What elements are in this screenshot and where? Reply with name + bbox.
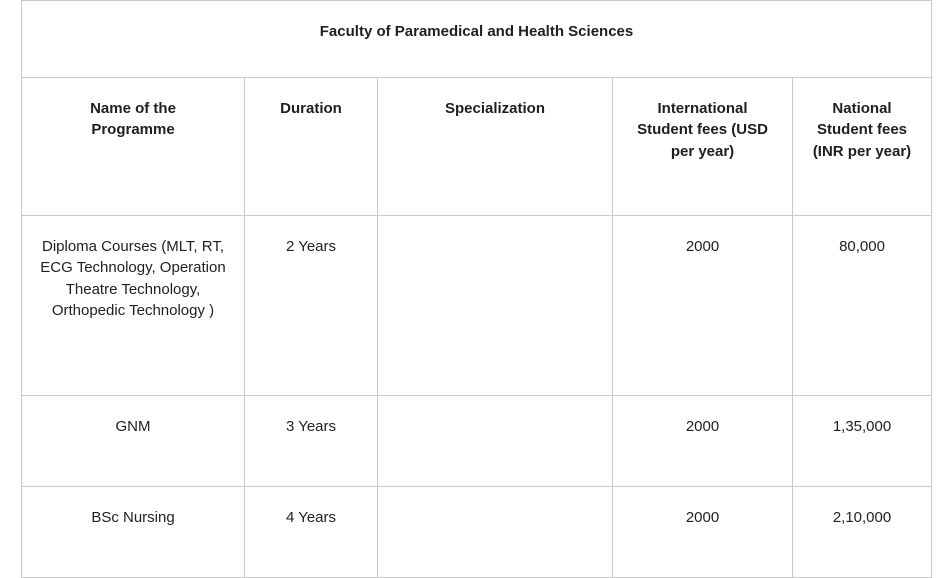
column-header-programme-line1: Name of the [90,100,176,117]
column-header-national-line2: Student fees [817,121,908,139]
cell-specialization [377,215,613,396]
cell-national-fees: 1,35,000 [791,395,933,487]
cell-duration: 3 Years [244,395,378,487]
cell-national-fees: 2,10,000 [791,486,933,578]
programme-fee-table: Faculty of Paramedical and Health Scienc… [20,0,933,578]
faculty-title: Faculty of Paramedical and Health Scienc… [20,0,933,78]
column-header-duration: Duration [244,77,378,216]
cell-programme: GNM [21,395,245,487]
column-header-national-line3: (INR per year) [812,142,912,160]
cell-programme: BSc Nursing [21,486,245,578]
page-root: Faculty of Paramedical and Health Scienc… [20,0,933,578]
cell-specialization [377,395,613,487]
column-header-programme: Name of the Programme [21,77,245,216]
table-header-row: Name of the Programme Duration Specializ… [21,77,933,216]
cell-international-fees: 2000 [612,486,793,578]
table-title-row: Faculty of Paramedical and Health Scienc… [20,0,933,78]
column-header-national-fees: National Student fees (INR per year) [791,77,933,216]
cell-national-fees: 80,000 [791,215,933,396]
table-row: GNM 3 Years 2000 1,35,000 [21,395,933,487]
column-header-programme-line2: Programme [91,121,175,139]
column-header-specialization: Specialization [377,77,613,216]
column-header-national-line1: National [832,100,892,117]
column-header-international-fees: International Student fees (USD per year… [612,77,793,216]
column-header-international-line1: International [657,100,748,117]
cell-duration: 4 Years [244,486,378,578]
column-header-international-line3: per year) [670,142,735,160]
cell-international-fees: 2000 [612,395,793,487]
column-header-international-line2: Student fees (USD [637,121,768,139]
cell-specialization [377,486,613,578]
table-row: Diploma Courses (MLT, RT, ECG Technology… [21,215,933,396]
cell-international-fees: 2000 [612,215,793,396]
cell-programme: Diploma Courses (MLT, RT, ECG Technology… [21,215,245,396]
table-row: BSc Nursing 4 Years 2000 2,10,000 [21,486,933,578]
cell-duration: 2 Years [244,215,378,396]
